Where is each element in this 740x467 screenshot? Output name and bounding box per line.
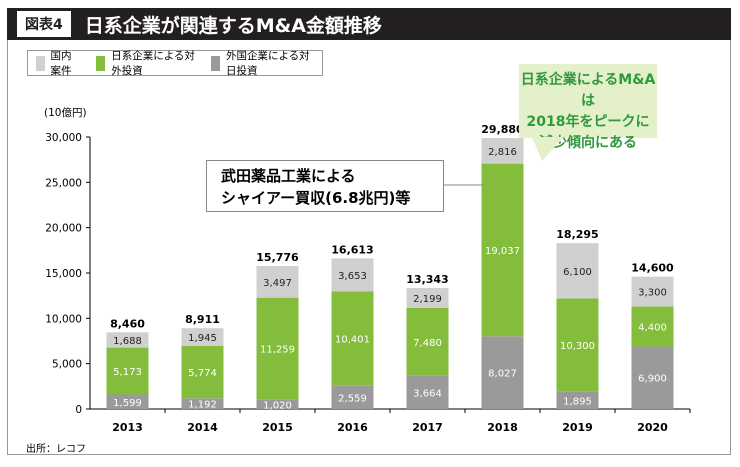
bar-segment [331,291,374,386]
x-tick-label: 2020 [637,421,668,434]
bar-segment [631,276,674,307]
data-label: 8,027 [488,369,517,380]
y-tick-label: 5,000 [52,359,82,371]
legend-label: 日系企業による対外投資 [111,50,195,77]
data-label: 3,653 [338,271,367,282]
legend-label: 国内案件 [50,50,72,77]
data-label: 19,037 [485,246,520,257]
callout-line: 日系企業によるM&Aは [520,72,656,109]
y-tick-label: 15,000 [45,268,82,280]
total-label: 16,613 [331,243,373,256]
chart-title: 日系企業が関連するM&A金額推移 [84,14,382,37]
bar-segment [406,307,449,376]
data-label: 2,199 [413,294,442,305]
bar-segment [256,265,299,298]
bar-segment [481,336,524,409]
y-axis-label: (10億円) [44,106,87,119]
x-tick-label: 2015 [262,421,293,434]
legend-item-inbound: 外国企業による対日投資 [211,48,310,78]
y-tick-label: 10,000 [45,313,82,325]
bar-segment [331,385,374,409]
legend-swatch [211,55,220,71]
note-annotation: 武田薬品工業による シャイアー買収(6.8兆円)等 [206,160,444,212]
note-line: シャイアー買収(6.8兆円)等 [221,189,411,207]
legend-swatch [96,55,106,71]
bar-segment [256,399,299,409]
data-label: 10,300 [560,341,595,352]
y-tick-label: 30,000 [45,132,82,144]
data-label: 3,300 [638,288,667,299]
data-label: 1,599 [113,398,142,409]
callout-annotation: 日系企業によるM&Aは 2018年をピークに 減少傾向にある [519,64,657,151]
bar-segment [631,346,674,409]
data-label: 1,688 [113,336,142,347]
bar-segment [556,243,599,299]
data-label: 11,259 [260,345,295,356]
total-label: 14,600 [631,262,674,275]
bar-segment [556,391,599,409]
total-label: 8,911 [185,313,220,326]
data-label: 2,559 [338,393,367,404]
total-label: 8,460 [110,317,145,330]
bar-segment [106,347,149,395]
data-label: 1,945 [188,333,217,344]
y-tick-label: 0 [75,404,82,416]
legend-item-domestic: 国内案件 [36,48,80,78]
bar-segment [106,394,149,409]
data-label: 1,020 [263,400,292,411]
legend: 国内案件 日系企業による対外投資 外国企業による対日投資 [27,48,323,78]
bar-segment [181,328,224,346]
bar-segment [106,332,149,348]
bar-segment [331,258,374,292]
bar-segment [256,297,299,400]
y-tick-label: 20,000 [45,223,82,235]
legend-swatch [36,55,45,71]
data-label: 1,895 [563,396,592,407]
data-label: 2,816 [488,147,517,158]
x-tick-label: 2017 [412,421,443,434]
data-label: 7,480 [413,338,442,349]
bar-segment [181,398,224,409]
title-bar: 図表4 日系企業が関連するM&A金額推移 [7,8,731,40]
data-label: 1,192 [188,400,217,411]
data-label: 6,900 [638,374,667,385]
bar-segment [481,138,524,164]
data-label: 10,401 [335,335,370,346]
data-label: 6,100 [563,267,592,278]
x-tick-label: 2013 [112,421,143,434]
bar-segment [481,163,524,337]
note-line: 武田薬品工業による [221,167,356,185]
data-label: 3,497 [263,278,292,289]
y-tick-label: 25,000 [45,177,82,189]
total-label: 18,295 [556,228,598,241]
legend-label: 外国企業による対日投資 [225,50,310,77]
callout-tail [532,137,564,161]
data-label: 5,774 [188,368,217,379]
data-label: 4,400 [638,322,667,333]
x-tick-label: 2019 [562,421,593,434]
data-label: 5,173 [113,367,142,378]
x-tick-label: 2018 [487,421,518,434]
total-label: 29,880 [481,123,524,136]
bar-segment [556,298,599,392]
data-label: 3,664 [413,388,442,399]
x-tick-label: 2016 [337,421,368,434]
callout-line: 2018年をピークに [526,114,650,130]
x-tick-label: 2014 [187,421,218,434]
bar-segment [181,345,224,399]
source-note: 出所：レコフ [26,444,86,455]
legend-item-outbound: 日系企業による対外投資 [96,48,195,78]
bar-segment [631,306,674,347]
total-label: 13,343 [406,273,448,286]
bar-segment [406,288,449,308]
total-label: 15,776 [256,251,299,264]
figure-badge: 図表4 [17,11,71,37]
bar-segment [406,375,449,409]
